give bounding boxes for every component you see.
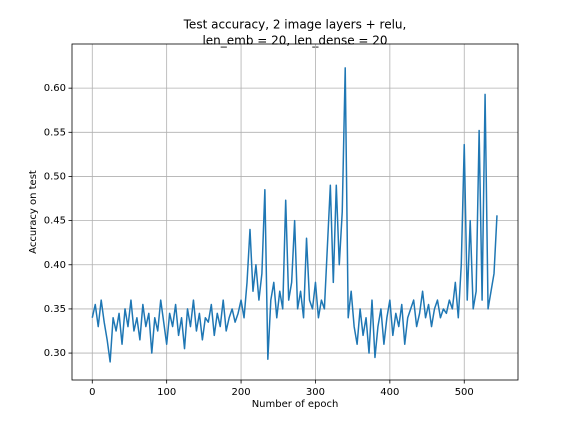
chart-title: len_emb = 20, len_dense = 20	[202, 34, 387, 48]
y-tick-label: 0.55	[44, 127, 66, 138]
y-tick-label: 0.60	[44, 83, 66, 94]
line	[91, 67, 498, 363]
x-tick-label: 300	[306, 387, 325, 398]
plot-frame	[71, 43, 519, 381]
chart-title: Test accuracy, 2 image layers + relu,	[183, 18, 407, 32]
x-tick-label: 100	[157, 387, 176, 398]
y-tick-label: 0.45	[44, 216, 66, 227]
y-tick-label: 0.50	[44, 171, 66, 182]
x-tick-label: 400	[380, 387, 399, 398]
y-tick-label: 0.40	[44, 260, 66, 271]
y-axis-label: Accuracy on test	[28, 170, 39, 254]
x-tick-label: 0	[89, 387, 95, 398]
x-tick-label: 200	[232, 387, 251, 398]
x-tick-label: 500	[455, 387, 474, 398]
x-axis-label: Number of epoch	[252, 399, 339, 410]
y-tick-label: 0.30	[44, 348, 66, 359]
y-tick-label: 0.35	[44, 304, 66, 315]
